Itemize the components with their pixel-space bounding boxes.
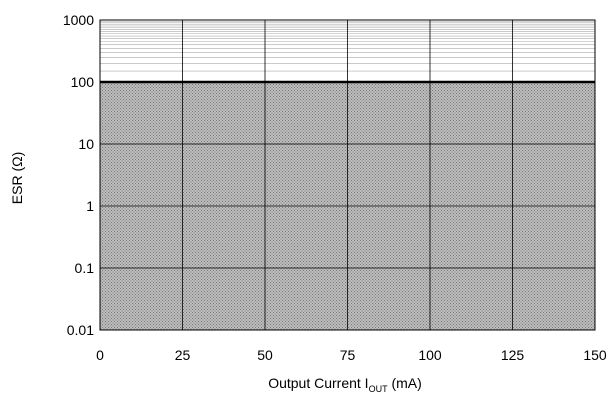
y-tick-label: 100 — [71, 74, 95, 90]
x-tick-label: 100 — [418, 347, 442, 363]
y-tick-labels: 0.01 0.1 1 10 100 1000 — [63, 12, 94, 338]
x-axis-title-subscript: OUT — [369, 384, 389, 394]
x-tick-label: 75 — [340, 347, 356, 363]
y-tick-label: 0.1 — [75, 260, 95, 276]
x-axis-title: Output Current IOUT (mA) — [268, 375, 422, 394]
x-tick-label: 50 — [257, 347, 273, 363]
y-tick-label: 10 — [78, 136, 94, 152]
y-tick-label: 0.01 — [67, 322, 94, 338]
x-tick-labels: 0 25 50 75 100 125 150 — [96, 347, 607, 363]
x-tick-label: 125 — [501, 347, 525, 363]
x-tick-label: 25 — [175, 347, 191, 363]
x-axis-title-main: Output Current I — [268, 375, 368, 391]
x-tick-label: 150 — [583, 347, 607, 363]
y-tick-label: 1000 — [63, 12, 94, 28]
y-axis-title: ESR (Ω) — [9, 152, 25, 204]
x-axis-title-suffix: (mA) — [388, 375, 422, 391]
plot-frame — [99, 19, 596, 331]
x-tick-label: 0 — [96, 347, 104, 363]
y-tick-label: 1 — [86, 198, 94, 214]
